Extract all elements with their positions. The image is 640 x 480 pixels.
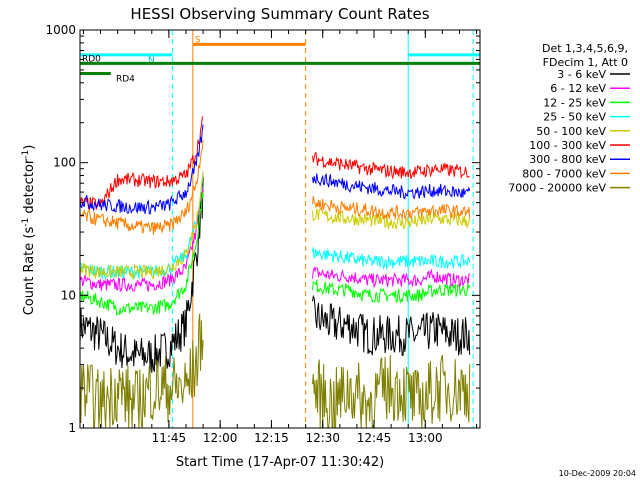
legend-label: 800 - 7000 keV (522, 167, 606, 180)
series-1 (80, 187, 471, 293)
x-tick-label: 12:15 (254, 431, 289, 445)
legend-label: 50 - 100 keV (536, 125, 606, 138)
series-line-1-0 (80, 187, 204, 293)
series-line-2-1 (312, 279, 471, 304)
state-label-s: S (195, 35, 201, 45)
state-label-rd4: RD4 (116, 75, 135, 85)
x-tick-label: 12:30 (305, 431, 340, 445)
series-7 (80, 139, 471, 236)
x-tick-label: 11:45 (152, 431, 187, 445)
series-line-4-0 (80, 171, 204, 281)
legend-label: 3 - 6 keV (557, 68, 606, 81)
series-line-0-1 (312, 294, 471, 356)
series-line-0-0 (80, 176, 204, 373)
chart-title: HESSI Observing Summary Count Rates (130, 5, 429, 23)
series-line-3-1 (312, 247, 471, 270)
state-label-n: N (148, 56, 155, 66)
series-2 (80, 192, 471, 317)
series-line-6-1 (312, 173, 471, 200)
series-0 (80, 176, 471, 373)
legend-label: 7000 - 20000 keV (508, 182, 606, 195)
plot-frame (79, 29, 481, 429)
y-tick-label: 1 (68, 421, 76, 435)
y-tick-label: 10 (61, 288, 76, 302)
legend: Det 1,3,4,5,6,9,FDecim 1, Att 03 - 6 keV… (508, 42, 630, 195)
state-label-rd0: RD0 (82, 54, 101, 64)
series-line-4-1 (312, 208, 471, 231)
y-axis-ticks: 1 10 100 1000 (45, 23, 480, 435)
series-4 (80, 171, 471, 281)
series-5 (80, 116, 470, 211)
x-tick-label: 12:00 (203, 431, 238, 445)
legend-label: 6 - 12 keV (550, 82, 606, 95)
x-axis-ticks: 11:45 12:00 12:15 12:30 12:45 13:00 (82, 30, 478, 445)
series-line-7-0 (80, 139, 204, 236)
x-axis-label: Start Time (17-Apr-07 11:30:42) (176, 455, 384, 470)
series-line-5-1 (312, 151, 470, 180)
series-line-8-0 (80, 313, 204, 428)
x-tick-label: 12:45 (357, 431, 392, 445)
y-axis-label: Count Rate (s-1 detector-1) (21, 145, 37, 316)
y-tick-label: 1000 (45, 23, 76, 37)
legend-label: 100 - 300 keV (529, 139, 606, 152)
series-line-7-1 (312, 195, 471, 221)
legend-header-line: Det 1,3,4,5,6,9, (542, 42, 628, 55)
y-tick-label: 100 (53, 156, 76, 170)
series-line-8-1 (312, 354, 471, 428)
x-tick-label: 13:00 (408, 431, 443, 445)
legend-header-line: FDecim 1, Att 0 (543, 56, 628, 69)
legend-label: 12 - 25 keV (543, 96, 606, 109)
series-6 (80, 124, 471, 216)
series-line-1-1 (312, 266, 471, 289)
legend-label: 300 - 800 keV (529, 153, 606, 166)
legend-label: 25 - 50 keV (543, 111, 606, 124)
series-line-5-0 (80, 116, 204, 211)
series-line-6-0 (80, 124, 204, 216)
footer-timestamp: 10-Dec-2009 20:04 (559, 469, 636, 478)
plot-area: N S RD0 RD4 (80, 30, 480, 428)
series-line-2-0 (80, 192, 204, 317)
series-8 (80, 313, 471, 428)
